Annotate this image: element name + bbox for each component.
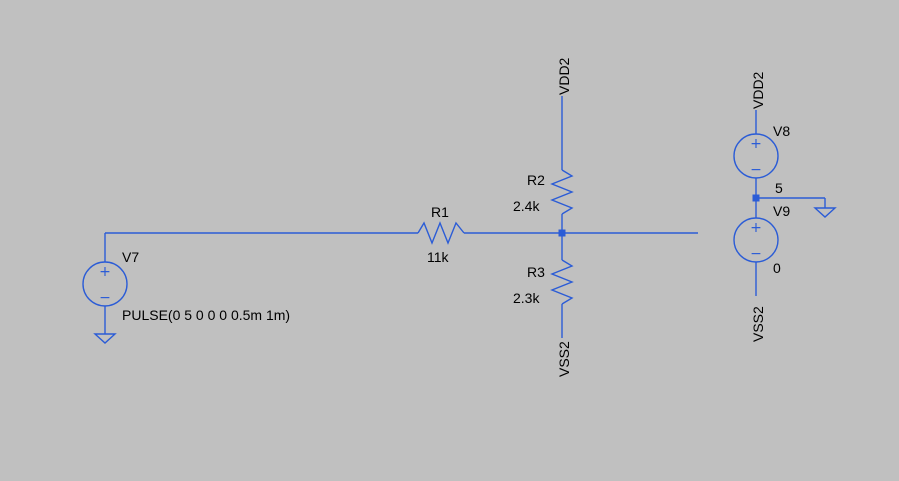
wire-mid-to-ground <box>756 197 826 208</box>
r2-value-label: 2.4k <box>513 198 540 214</box>
source-v7[interactable]: + − <box>82 261 128 307</box>
v9-name-label: V9 <box>773 203 790 219</box>
r1-name-label: R1 <box>431 204 449 220</box>
ground-symbol-mid <box>813 207 837 218</box>
v8-minus-sign: − <box>750 162 762 178</box>
resistor-r3[interactable] <box>550 259 574 305</box>
v8-name-label: V8 <box>773 123 790 139</box>
resistor-r1[interactable] <box>417 221 465 245</box>
ground-symbol-v7 <box>93 306 117 344</box>
r3-value-label: 2.3k <box>513 290 540 306</box>
resistor-r2[interactable] <box>550 169 574 215</box>
v9-value-label: 0 <box>773 260 781 276</box>
v7-name-label: V7 <box>122 249 139 265</box>
v7-plus-sign: + <box>99 264 111 280</box>
r1-value-label: 11k <box>427 249 450 265</box>
net-label-vdd2-v8: VDD2 <box>750 71 766 109</box>
r2-name-label: R2 <box>527 172 545 188</box>
v7-value-label: PULSE(0 5 0 0 0 0.5m 1m) <box>122 307 290 323</box>
v7-minus-sign: − <box>99 290 111 306</box>
r3-name-label: R3 <box>527 264 545 280</box>
v8-plus-sign: + <box>750 136 762 152</box>
net-label-vss2-v9: VSS2 <box>750 306 766 342</box>
source-v9[interactable]: + − <box>733 217 779 263</box>
v9-minus-sign: − <box>750 246 762 262</box>
wire-v7-to-r1 <box>104 232 418 262</box>
net-label-vdd2-r2: VDD2 <box>556 57 572 95</box>
v9-plus-sign: + <box>750 220 762 236</box>
net-label-vss2-r3: VSS2 <box>556 341 572 377</box>
v8-value-label: 5 <box>775 180 783 196</box>
source-v8[interactable]: + − <box>733 133 779 179</box>
